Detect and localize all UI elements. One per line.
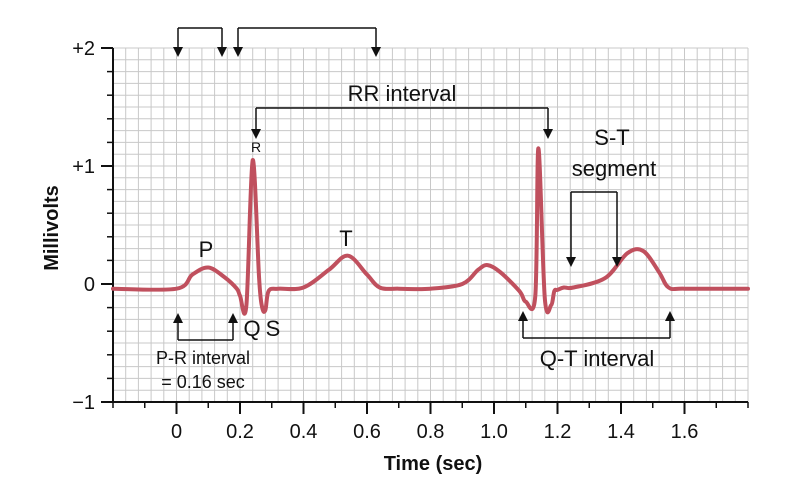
series: [111, 146, 750, 316]
st-segment-bracket: [566, 191, 622, 267]
t-wave-label: T: [339, 226, 352, 251]
ecg-trace-line: [111, 146, 750, 316]
qt-interval-bracket: [518, 311, 675, 339]
x-tick-label: 0.2: [226, 421, 254, 443]
p-wave-label: P: [199, 237, 214, 262]
x-tick-label: 1.6: [671, 421, 699, 443]
q-wave-label: Q: [243, 316, 260, 341]
x-tick-label: 0.4: [290, 421, 318, 443]
pr-interval-label-line2: = 0.16 sec: [161, 372, 245, 392]
x-axis-title: Time (sec): [384, 453, 483, 475]
x-tick-label: 0.6: [353, 421, 381, 443]
s-wave-label: S: [266, 316, 281, 341]
x-tick-label: 1.0: [480, 421, 508, 443]
x-tick-label: 1.2: [544, 421, 572, 443]
x-tick-label: 0: [171, 421, 182, 443]
r-peak-label: R: [251, 139, 261, 155]
rr-interval-bracket: [251, 107, 553, 139]
pr-interval-bracket: [173, 313, 238, 341]
rr-interval-label: RR interval: [348, 81, 457, 106]
y-tick-label: +1: [72, 156, 95, 178]
tick-labels: +2 +1 0 −1 0 0.2 0.4 0.6 0.8 1.0 1.2 1.4 1.6: [72, 38, 749, 443]
y-axis-title: Millivolts: [41, 185, 63, 271]
st-segment-label-line2: segment: [572, 156, 656, 181]
x-tick-label: 0.8: [417, 421, 445, 443]
st-segment-label-line1: S-T: [594, 125, 629, 150]
y-tick-label: −1: [72, 392, 95, 414]
top-interval-arrows: [173, 27, 381, 57]
pr-interval-label-line1: P-R interval: [156, 348, 250, 368]
qt-interval-label: Q-T interval: [540, 346, 655, 371]
y-tick-label: +2: [72, 38, 95, 60]
grid: [112, 47, 749, 403]
y-tick-label: 0: [84, 274, 95, 296]
x-tick-label: 1.4: [607, 421, 635, 443]
